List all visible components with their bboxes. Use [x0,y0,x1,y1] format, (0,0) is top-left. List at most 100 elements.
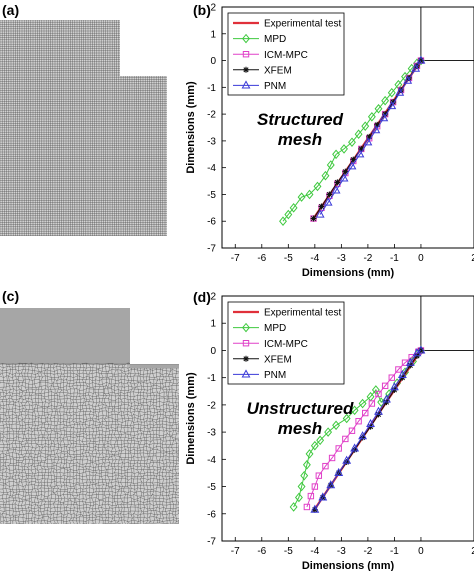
data-point [374,121,381,128]
data-point [322,462,329,470]
data-point [350,156,357,163]
data-point [310,440,319,451]
plot-area [221,6,474,249]
y-tick-label: 2 [210,292,216,303]
data-point [395,87,405,96]
data-point [355,149,365,158]
legend-label: XFEM [264,354,292,365]
legend-label: PNM [264,370,286,381]
data-point [381,95,390,106]
y-tick-label: -7 [207,244,216,255]
data-point [307,492,315,500]
series-line [314,349,422,510]
annotation: Unstructured mesh [247,399,354,438]
legend-marker [242,322,250,333]
legend-marker [242,33,250,44]
data-point [342,455,352,464]
y-tick-label: -3 [207,428,216,439]
data-point [279,216,287,227]
data-point [324,427,333,437]
x-tick-label: 0 [418,546,424,557]
y-tick-label: -1 [207,83,216,94]
data-point [305,449,314,459]
data-point [297,192,306,202]
data-point [305,189,314,200]
y-tick-label: 1 [210,319,216,330]
data-point [371,125,381,134]
data-point [342,435,349,443]
data-point [300,470,309,481]
legend-label: MPD [264,323,286,334]
x-tick-label: -2 [363,546,372,557]
data-point [358,398,367,409]
x-axis-label: Dimensions (mm) [302,560,395,571]
x-tick-label: -3 [337,546,346,557]
x-tick-label: -2 [363,253,372,264]
legend-marker [242,51,250,58]
data-point [332,149,341,160]
data-point [326,160,335,170]
x-tick-label: -4 [310,546,319,557]
x-tick-label: -7 [231,253,240,264]
data-point [412,348,422,357]
data-point [348,427,356,434]
data-point [284,209,293,220]
data-point [358,145,365,152]
data-point [342,168,349,175]
data-point [381,382,389,390]
y-tick-label: -4 [207,163,216,174]
x-tick-label: -7 [231,546,240,557]
annotation: Structured mesh [257,110,344,149]
series-icm-mpc [303,347,425,511]
data-point [374,103,383,114]
x-tick-label: -1 [390,546,399,557]
y-axis-label: Dimensions (mm) [185,372,197,465]
x-axis-label: Dimensions (mm) [302,267,395,279]
legend-marker [242,340,250,347]
legend-label: ICM-MPC [264,339,308,350]
data-point [379,113,389,122]
data-point [388,374,395,381]
y-tick-label: -6 [207,217,216,228]
panel-label-b: (b) [193,2,211,18]
x-tick-label: 2 [471,546,474,557]
data-point [367,112,376,122]
data-point [387,101,397,110]
data-point [339,173,349,182]
y-tick-label: -2 [207,110,216,121]
data-point [303,503,311,511]
legend-marker [243,66,249,73]
data-point [416,345,426,354]
data-point [289,502,298,512]
data-point [311,483,319,490]
data-point [416,55,426,64]
chart-panel-d: -7 -6 -5 -4 -3 -2 -1 0 2 2 1 0 -1 -2 -3 -4 -5 -6 -7 Dimensi… [185,292,474,571]
data-point [397,369,407,379]
y-tick-label: -6 [207,509,216,520]
data-point [368,400,376,407]
data-point [375,390,382,398]
data-point [348,137,356,148]
x-tick-label: 0 [418,253,424,264]
chart-panel-b: -7 -6 -5 -4 -3 -2 -1 0 2 2 1 0 -1 -2 -3 -4 -5 -6 -7 Dimensi… [185,3,474,279]
x-tick-label: -4 [310,253,319,264]
data-point [326,191,333,198]
data-point [328,454,336,462]
data-point [395,366,402,373]
data-point [289,203,298,213]
legend-label: Experimental test [264,308,341,319]
data-point [313,181,322,192]
data-point [411,63,421,72]
data-point [387,87,396,98]
data-point [366,133,373,140]
legend-label: XFEM [264,65,292,76]
series-mpd [279,55,425,227]
legend-label: MPD [264,34,286,45]
legend-label: PNM [264,81,286,92]
data-point [315,209,325,218]
legend-marker [241,80,251,89]
legend-label: Experimental test [264,19,341,30]
data-point [389,382,399,391]
y-tick-label: -7 [207,537,216,548]
